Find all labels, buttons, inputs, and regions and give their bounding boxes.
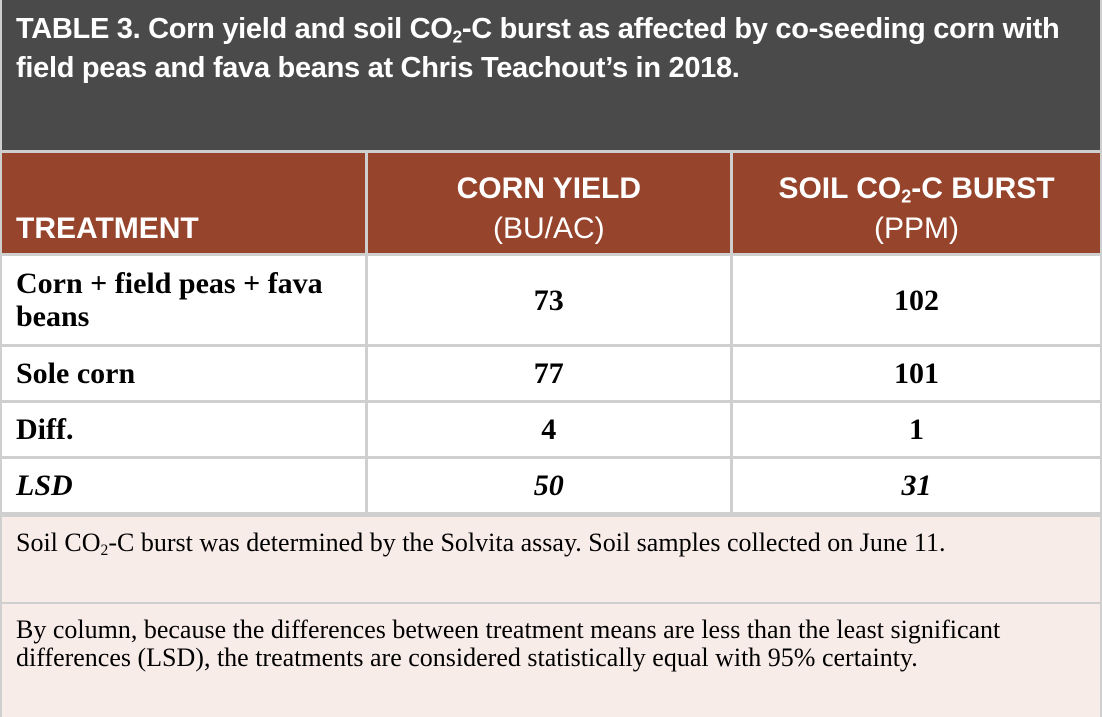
header-cell: TREATMENT xyxy=(2,153,365,253)
subscript: 2 xyxy=(901,186,912,207)
value-cell: 31 xyxy=(733,459,1100,512)
value-cell: 77 xyxy=(367,347,731,400)
header-text: CORN YIELD xyxy=(456,172,642,205)
table-row: Corn + field peas + fava beans 73 102 xyxy=(2,256,1100,344)
footnote: By column, because the differences betwe… xyxy=(2,604,1100,717)
subscript: 2 xyxy=(452,26,463,47)
note-text: -C burst was determined by the Solvita a… xyxy=(108,528,946,557)
table-row: Sole corn 77 101 xyxy=(2,347,1100,400)
header-text: TREATMENT xyxy=(16,212,199,245)
title-text: TABLE 3. Corn yield and soil CO xyxy=(16,13,453,45)
header-cell: SOIL CO2-C BURST (PPM) xyxy=(733,153,1100,253)
note-text: Soil CO xyxy=(16,528,101,557)
footnote: Soil CO2-C burst was determined by the S… xyxy=(2,517,1100,602)
table-body: Corn + field peas + fava beans 73 102 Sole … xyxy=(2,256,1100,512)
row-label: LSD xyxy=(2,459,365,512)
value-cell: 50 xyxy=(367,459,731,512)
note-text: By column, because the differences betwe… xyxy=(16,615,1001,672)
header-text: SOIL CO xyxy=(778,172,902,205)
header-unit: (PPM) xyxy=(874,212,960,245)
header-text: -C BURST xyxy=(911,172,1055,205)
subscript: 2 xyxy=(100,541,109,559)
row-label: Diff. xyxy=(2,403,365,456)
header-row: TREATMENT CORN YIELD (BU/AC) SOIL CO2-C B… xyxy=(2,153,1100,253)
row-label: Sole corn xyxy=(2,347,365,400)
row-label: Corn + field peas + fava beans xyxy=(2,256,365,344)
table-row: LSD 50 31 xyxy=(2,459,1100,512)
table-title: TABLE 3. Corn yield and soil CO2-C burst… xyxy=(2,0,1100,150)
value-cell: 73 xyxy=(367,256,731,344)
value-cell: 1 xyxy=(733,403,1100,456)
value-cell: 4 xyxy=(367,403,731,456)
header-cell: CORN YIELD (BU/AC) xyxy=(367,153,731,253)
header-unit: (BU/AC) xyxy=(492,212,605,245)
title-text: -C burst as affected by co-seeding corn … xyxy=(16,13,1060,84)
value-cell: 101 xyxy=(733,347,1100,400)
table-row: Diff. 4 1 xyxy=(2,403,1100,456)
value-cell: 102 xyxy=(733,256,1100,344)
data-table: TREATMENT CORN YIELD (BU/AC) SOIL CO2-C B… xyxy=(0,150,1102,515)
